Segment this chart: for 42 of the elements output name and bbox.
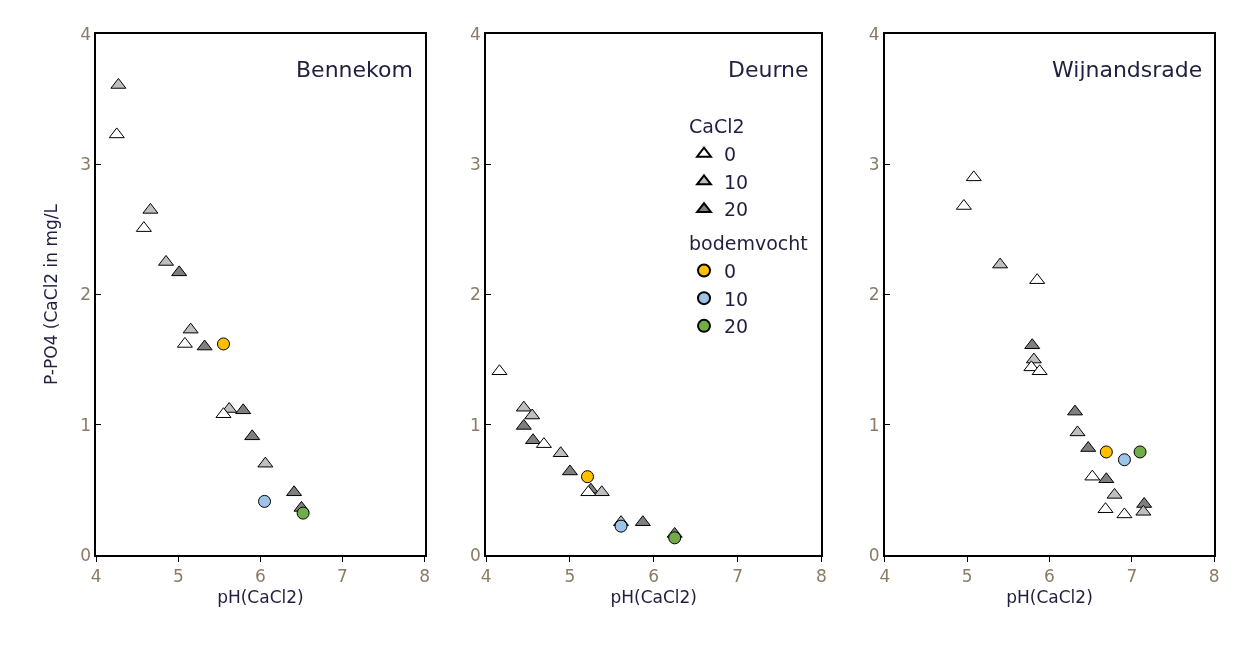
y-tick-label: 2: [470, 284, 481, 305]
x-tick-label: 6: [255, 565, 266, 586]
x-tick-label: 5: [961, 565, 973, 586]
y-tick-label: 4: [80, 24, 92, 45]
x-tick-label: 8: [815, 565, 827, 586]
y-axis-title: P-PO4 (CaCl2 in mg/L: [41, 203, 62, 386]
y-tick-label: 0: [868, 544, 880, 565]
text: Wijnandsrade: [1052, 57, 1203, 82]
x-axis-title: pH(CaCl2): [1006, 586, 1093, 607]
text: Bennekom: [296, 57, 413, 82]
x-tick-label: 7: [1126, 565, 1138, 586]
annotation: bodemvocht: [689, 232, 808, 255]
y-tick-label: 0: [80, 544, 92, 565]
x-axis-title: pH(CaCl2): [610, 586, 697, 607]
x-tick-label: 8: [419, 565, 430, 586]
x-tick-label: 7: [337, 565, 348, 586]
y-tick-label: 0: [470, 544, 481, 565]
x-tick-label: 5: [564, 565, 576, 586]
legend-label: 10: [724, 287, 749, 310]
legend-label: 10: [724, 170, 749, 193]
text: Deurne: [728, 57, 809, 82]
legend-label: 20: [724, 315, 749, 338]
legend-label: 0: [724, 143, 737, 166]
y-tick-label: 1: [470, 414, 481, 435]
legend-label: 20: [724, 198, 749, 221]
y-tick-label: 1: [868, 414, 880, 435]
y-tick-label: 4: [470, 24, 481, 45]
x-tick-label: 6: [1044, 565, 1055, 586]
x-tick-label: 7: [732, 565, 743, 586]
y-tick-label: 3: [470, 154, 481, 175]
y-tick-label: 2: [80, 284, 92, 305]
legend-label: 0: [724, 259, 737, 282]
y-tick-label: 1: [80, 414, 92, 435]
annotation: CaCl2: [689, 115, 745, 138]
y-tick-label: 3: [80, 154, 92, 175]
y-tick-label: 2: [868, 284, 880, 305]
y-tick-label: 3: [868, 154, 880, 175]
x-tick-label: 6: [648, 565, 660, 586]
x-tick-label: 5: [172, 565, 184, 586]
x-axis-title: pH(CaCl2): [217, 586, 304, 607]
x-tick-label: 8: [1208, 565, 1220, 586]
y-tick-label: 4: [868, 24, 880, 45]
